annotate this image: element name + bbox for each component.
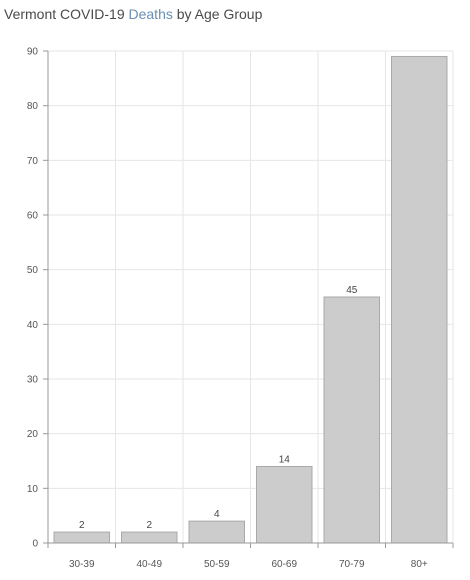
data-label: 45 [346, 285, 358, 296]
labels: 0 10 20 30 40 50 60 70 80 90 2 30-39 2 40-49 4 50-59 14 6… [27, 47, 428, 571]
x-tick-label: 30-39 [69, 559, 95, 570]
bar-60-69 [256, 465, 313, 544]
data-label: 14 [279, 454, 291, 465]
bar-30-39 [53, 531, 110, 544]
chart-title-highlight: Deaths [128, 6, 173, 22]
data-label: 2 [146, 520, 152, 531]
bar-70-79 [323, 296, 380, 544]
chart-title: Vermont COVID-19 Deaths by Age Group [4, 6, 262, 22]
x-tick-label: 70-79 [339, 559, 365, 570]
chart-title-suffix: by Age Group [172, 6, 263, 22]
y-tick-label: 60 [27, 211, 39, 222]
data-label: 4 [214, 509, 220, 520]
y-tick-label: 80 [27, 101, 39, 112]
y-tick-label: 90 [27, 47, 39, 58]
y-tick-label: 30 [27, 375, 39, 386]
bar-40-49 [121, 531, 178, 544]
x-tick-label: 50-59 [204, 559, 230, 570]
bar-50-59 [188, 520, 245, 544]
bars [53, 55, 448, 544]
bar-80+ [391, 55, 448, 544]
x-tick-label: 80+ [411, 559, 428, 570]
chart-title-prefix: Vermont COVID-19 [4, 6, 129, 22]
y-tick-label: 40 [27, 320, 39, 331]
axes [43, 50, 454, 548]
y-tick-label: 10 [27, 484, 39, 495]
y-tick-label: 50 [27, 265, 39, 276]
y-tick-label: 0 [32, 539, 38, 550]
x-tick-label: 60-69 [271, 559, 297, 570]
y-tick-label: 20 [27, 429, 39, 440]
x-tick-label: 40-49 [136, 559, 162, 570]
y-tick-label: 70 [27, 156, 39, 167]
data-label: 2 [79, 520, 85, 531]
